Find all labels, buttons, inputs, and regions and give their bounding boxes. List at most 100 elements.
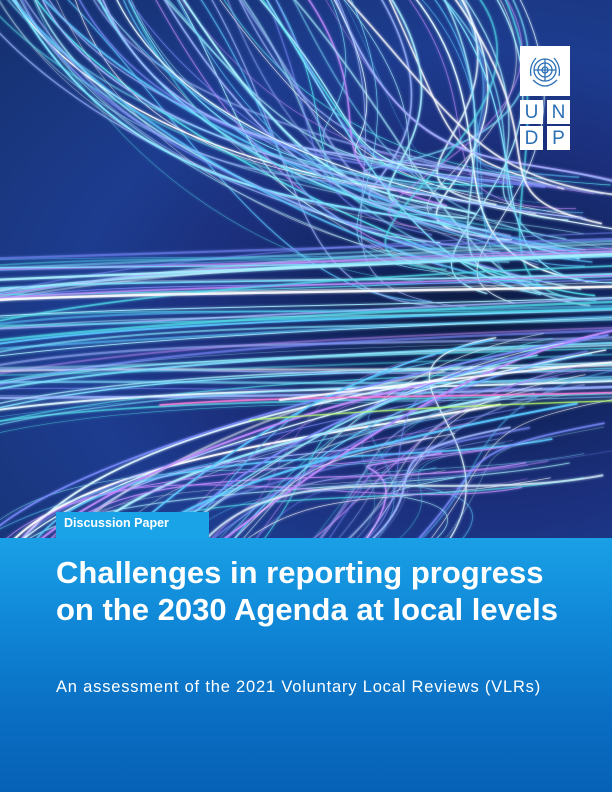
light-trail	[418, 422, 605, 538]
light-trail	[243, 333, 544, 538]
light-trail	[343, 0, 540, 204]
light-trail	[420, 370, 612, 538]
light-trail	[248, 477, 551, 538]
light-trail	[343, 0, 483, 195]
light-trail	[428, 337, 497, 538]
light-trail	[24, 0, 425, 195]
light-trail	[346, 0, 612, 196]
light-trail	[21, 376, 558, 538]
light-trail	[328, 407, 525, 538]
light-trail	[242, 0, 433, 210]
logo-letter-u: U	[520, 100, 543, 124]
light-trail	[366, 452, 443, 538]
light-trail	[234, 432, 456, 538]
light-trail	[127, 0, 456, 191]
document-type-label: Discussion Paper	[64, 516, 169, 530]
title-panel	[0, 538, 612, 792]
light-trail	[0, 315, 612, 350]
light-trail	[0, 453, 437, 521]
light-trail	[0, 274, 612, 299]
light-trail	[415, 0, 589, 283]
light-trail	[259, 0, 470, 185]
light-trail	[424, 450, 612, 538]
light-trail	[182, 0, 476, 215]
light-trail	[0, 307, 612, 319]
light-trail	[454, 0, 603, 225]
light-trail	[212, 350, 588, 538]
light-trail	[178, 0, 441, 244]
light-trail	[167, 334, 609, 538]
light-trail	[0, 252, 612, 295]
light-trail	[0, 309, 612, 329]
light-trail	[227, 0, 539, 266]
light-trail	[0, 252, 612, 281]
light-trail	[279, 361, 612, 401]
cover-subtitle: An assessment of the 2021 Voluntary Loca…	[56, 678, 542, 696]
light-trail	[356, 478, 528, 538]
light-trail	[0, 329, 612, 386]
light-trail	[335, 0, 612, 182]
light-trail	[0, 297, 612, 330]
light-trail	[347, 384, 585, 538]
logo-letter-p: P	[547, 126, 570, 150]
light-trail	[266, 0, 433, 236]
cover-image-light-trails	[0, 0, 612, 538]
light-trail	[0, 273, 612, 290]
light-trail	[0, 326, 612, 375]
light-trail	[0, 368, 612, 374]
light-trail	[0, 285, 612, 301]
light-trail	[356, 408, 440, 538]
light-trail	[6, 0, 470, 193]
light-trail	[388, 0, 565, 190]
light-trail	[0, 392, 612, 422]
light-trail	[0, 250, 612, 261]
light-trail	[321, 445, 508, 538]
light-trail	[0, 239, 612, 270]
light-trail	[338, 438, 500, 538]
light-trail	[445, 426, 605, 538]
light-trail	[116, 0, 612, 230]
light-trail	[0, 336, 612, 367]
light-trail	[0, 415, 453, 530]
light-trail	[0, 334, 599, 527]
light-trail	[159, 391, 612, 406]
logo-letter-d: D	[520, 126, 543, 150]
light-trail	[0, 317, 612, 357]
light-trail	[0, 297, 612, 317]
light-trail	[337, 0, 467, 308]
light-trail	[42, 0, 587, 220]
light-trail	[399, 442, 505, 538]
light-trail	[255, 464, 529, 538]
light-trail	[0, 15, 531, 233]
light-trail	[421, 0, 584, 300]
light-trail	[21, 484, 523, 538]
light-trail	[249, 400, 612, 421]
light-trail	[0, 255, 612, 269]
light-trail	[365, 374, 586, 538]
light-trails-graphic	[0, 0, 612, 538]
light-trail	[0, 265, 612, 322]
light-trail	[436, 0, 497, 206]
light-trail	[0, 385, 612, 391]
cover-title: Challenges in reporting progress on the …	[56, 555, 558, 627]
light-trail	[323, 0, 423, 173]
light-trail	[443, 0, 532, 283]
light-trail	[325, 0, 612, 180]
light-trail	[0, 2, 477, 240]
light-trail	[363, 426, 531, 538]
light-trail	[200, 0, 446, 252]
document-type-tag: Discussion Paper	[56, 512, 209, 538]
light-trail	[409, 0, 577, 210]
light-trail	[128, 0, 448, 187]
light-trail	[0, 238, 612, 260]
light-trail	[372, 426, 511, 538]
light-trail	[206, 474, 604, 538]
light-trail	[0, 376, 612, 426]
light-trail	[174, 392, 535, 538]
light-trail	[219, 0, 583, 218]
light-trail	[211, 0, 438, 307]
light-trail	[0, 232, 612, 294]
light-trail	[0, 300, 612, 342]
light-trail	[0, 0, 584, 235]
